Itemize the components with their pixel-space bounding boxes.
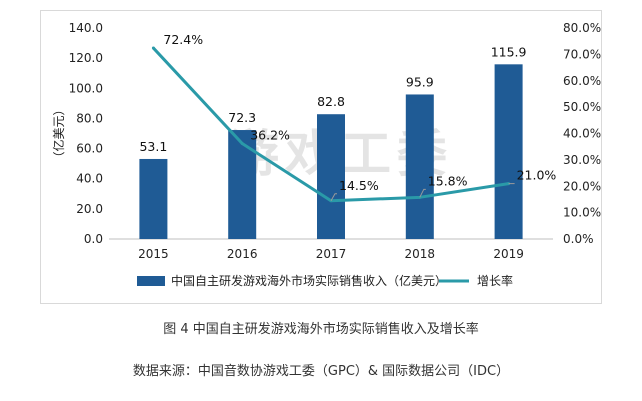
x-tick-label: 2018: [405, 247, 436, 261]
bar-value-label: 53.1: [139, 139, 167, 154]
growth-value-label: 15.8%: [428, 173, 468, 188]
data-source: 数据来源：中国音数协游戏工委（GPC）& 国际数据公司（IDC）: [132, 364, 510, 379]
bar-value-label: 82.8: [317, 94, 345, 109]
y2-tick-label: 40.0%: [563, 127, 601, 141]
bar-value-label: 72.3: [228, 110, 256, 125]
growth-value-label: 21.0%: [517, 168, 557, 183]
x-tick-label: 2017: [316, 247, 347, 261]
x-tick-label: 2019: [493, 247, 524, 261]
y2-tick-label: 10.0%: [563, 206, 601, 220]
growth-value-label: 14.5%: [339, 178, 379, 193]
y2-tick-label: 70.0%: [563, 47, 601, 61]
chart-frame: 游戏工委 0.020.040.060.080.0100.0120.0140.0（…: [40, 10, 602, 304]
bar: [494, 64, 523, 239]
growth-point: [151, 46, 155, 50]
growth-label-leader: [419, 188, 426, 198]
figure-caption: 图 4 中国自主研发游戏海外市场实际销售收入及增长率: [163, 322, 479, 337]
bar: [317, 114, 345, 239]
y-tick-label: 60.0: [76, 142, 103, 156]
y2-tick-label: 50.0%: [563, 100, 601, 114]
bar-value-label: 95.9: [406, 74, 434, 89]
y-tick-label: 100.0: [69, 81, 103, 95]
growth-value-label: 36.2%: [250, 128, 290, 143]
legend-swatch-bar: [137, 276, 165, 286]
x-tick-label: 2016: [227, 247, 258, 261]
y-tick-label: 140.0: [69, 21, 103, 35]
bar-value-label: 115.9: [491, 44, 527, 59]
y2-tick-label: 0.0%: [563, 232, 594, 246]
chart: 游戏工委 0.020.040.060.080.0100.0120.0140.0（…: [51, 21, 601, 288]
growth-point: [240, 142, 244, 146]
bar: [228, 130, 257, 239]
y-axis-title: （亿美元）: [51, 103, 66, 163]
y2-tick-label: 60.0%: [563, 74, 601, 88]
y-tick-label: 80.0: [76, 111, 103, 125]
y-tick-label: 20.0: [76, 202, 103, 216]
y2-tick-label: 30.0%: [563, 153, 601, 167]
y-tick-label: 0.0: [84, 232, 103, 246]
y2-tick-label: 20.0%: [563, 179, 601, 193]
x-tick-label: 2015: [138, 247, 169, 261]
legend-label-growth: 增长率: [477, 273, 513, 288]
y2-tick-label: 80.0%: [563, 21, 601, 35]
y-tick-label: 40.0: [76, 172, 103, 186]
y-tick-label: 120.0: [69, 51, 103, 65]
bar: [139, 158, 168, 239]
growth-label-leader: [330, 193, 337, 202]
legend-label-revenue: 中国自主研发游戏海外市场实际销售收入（亿美元）: [171, 273, 447, 288]
bar: [405, 94, 434, 239]
growth-value-label: 72.4%: [163, 32, 203, 47]
